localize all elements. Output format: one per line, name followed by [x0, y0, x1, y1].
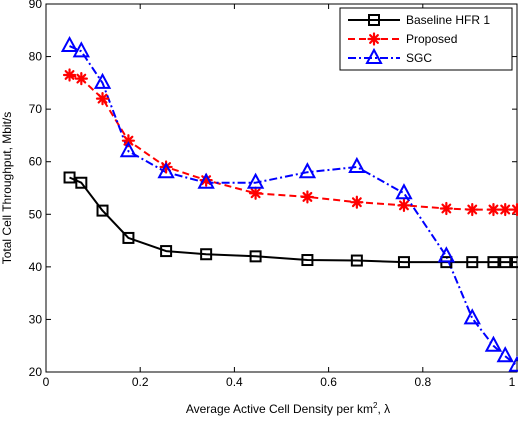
asterisk-marker — [467, 204, 478, 215]
y-tick-label: 90 — [29, 0, 43, 11]
legend-label: Proposed — [406, 32, 457, 46]
legend: Baseline HFR 1 Proposed SGC — [340, 8, 512, 70]
asterisk-marker — [398, 200, 409, 211]
x-tick-label: 0 — [43, 375, 50, 389]
y-tick-label: 20 — [29, 365, 43, 379]
legend-label: SGC — [406, 51, 432, 65]
x-axis-label-main: Average Active Cell Density per km — [186, 402, 373, 416]
y-tick-label: 70 — [29, 102, 43, 116]
asterisk-marker — [441, 203, 452, 214]
asterisk-marker — [369, 34, 380, 45]
asterisk-marker — [302, 191, 313, 202]
x-axis-label: Average Active Cell Density per km2, λ — [186, 401, 390, 416]
x-tick-label: 0.2 — [132, 375, 149, 389]
asterisk-marker — [64, 69, 75, 80]
y-tick-label: 60 — [29, 155, 43, 169]
y-tick-label: 40 — [29, 260, 43, 274]
asterisk-marker — [97, 93, 108, 104]
y-tick-label: 80 — [29, 50, 43, 64]
legend-label: Baseline HFR 1 — [406, 13, 490, 27]
asterisk-marker — [76, 73, 87, 84]
y-tick-label: 50 — [29, 207, 43, 221]
y-tick-label: 30 — [29, 312, 43, 326]
x-tick-label: 0.4 — [226, 375, 243, 389]
asterisk-marker — [250, 188, 261, 199]
x-tick-label: 1 — [509, 375, 516, 389]
asterisk-marker — [351, 197, 362, 208]
asterisk-marker — [488, 204, 499, 215]
y-axis-label: Total Cell Throughput, Mbit/s — [0, 112, 14, 265]
asterisk-marker — [500, 204, 511, 215]
x-tick-label: 0.6 — [320, 375, 337, 389]
x-axis-label-suffix: , λ — [377, 402, 390, 416]
x-tick-label: 0.8 — [414, 375, 431, 389]
